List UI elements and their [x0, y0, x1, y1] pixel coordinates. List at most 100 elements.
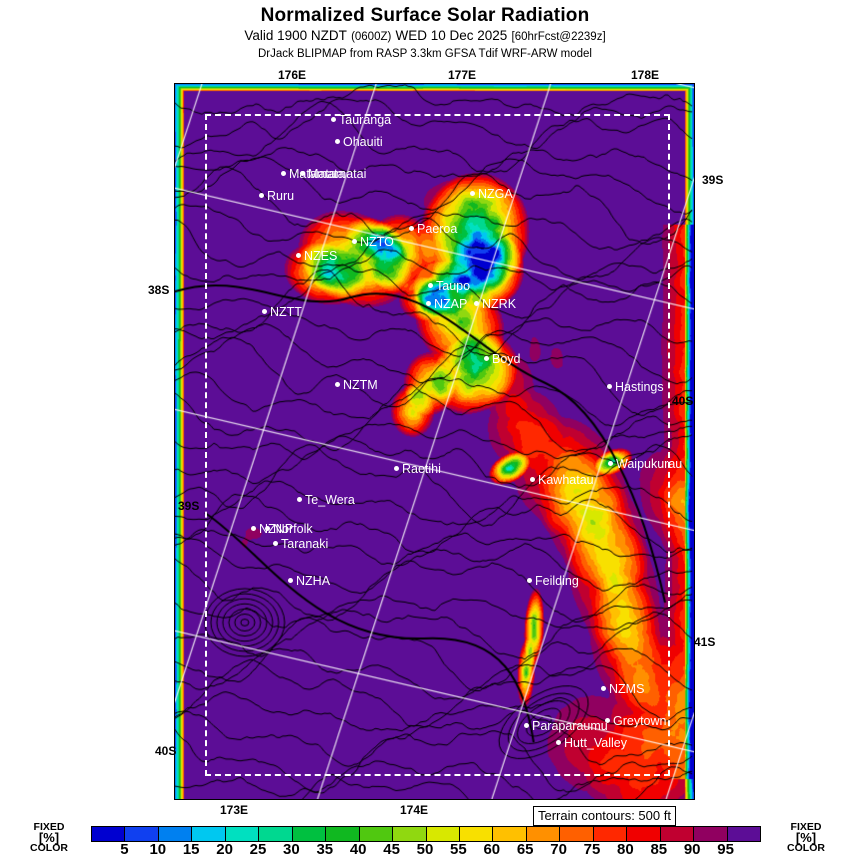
- axis-tick-lat-left-40S: 40S: [155, 744, 177, 758]
- city-marker-greytown: Greytown: [605, 713, 667, 729]
- city-label: Matamata: [289, 166, 345, 181]
- colorbar-tick-95: 95: [717, 841, 734, 858]
- city-label: NZRK: [482, 296, 517, 311]
- station-dot-icon: [259, 193, 264, 199]
- colorbar-legend: FIXED [%] COLOR 5 10 15 20 25 30 35 40 45 50 55 60 6…: [0, 820, 850, 860]
- colorbar-tick-30: 30: [283, 841, 300, 858]
- city-marker-norfolk: Norfolk: [265, 521, 313, 537]
- station-dot-icon: [474, 301, 479, 307]
- axis-tick-lon-bottom-174E: 174E: [400, 803, 429, 817]
- station-dot-icon: [335, 382, 340, 388]
- station-dot-icon: [352, 239, 357, 245]
- station-dot-icon: [335, 139, 340, 145]
- map-plot-area[interactable]: [174, 83, 695, 800]
- city-marker-kawhatau: Kawhatau: [530, 472, 594, 488]
- station-dot-icon: [426, 301, 431, 307]
- city-marker-nzms: NZMS: [601, 681, 644, 697]
- station-dot-icon: [484, 356, 489, 362]
- fixed-color-label-right: FIXED [%] COLOR: [775, 822, 837, 854]
- city-marker-nzap: NZAP: [426, 296, 467, 312]
- colorbar-swatch-0: [92, 827, 126, 841]
- colorbar-swatch-18: [694, 827, 728, 841]
- station-dot-icon: [281, 171, 286, 177]
- valid-time-prefix: Valid 1900 NZDT: [244, 28, 347, 43]
- axis-tick-lon-top-176E: 176E: [278, 68, 307, 82]
- city-marker-nznp: NZNP: [251, 521, 293, 537]
- colorbar-swatch-15: [593, 827, 628, 841]
- city-label: NZTM: [343, 377, 378, 392]
- axis-tick-lat-left-38S: 38S: [148, 283, 170, 297]
- station-dot-icon: [527, 578, 532, 584]
- station-dot-icon: [296, 253, 301, 259]
- fixed-label-line2: [%]: [795, 829, 817, 845]
- colorbar-swatch-17: [660, 827, 695, 841]
- colorbar-swatch-10: [426, 827, 460, 841]
- fixed-label-line3: COLOR: [787, 842, 825, 854]
- colorbar-tick-35: 35: [316, 841, 334, 858]
- colorbar-tick-40: 40: [349, 841, 367, 858]
- colorbar-swatch-12: [493, 827, 527, 841]
- colorbar-swatch-2: [158, 827, 193, 841]
- city-label: Paeroa: [417, 221, 458, 236]
- colorbar-swatch-9: [393, 827, 427, 841]
- model-description: DrJack BLIPMAP from RASP 3.3km GFSA Tdif…: [257, 48, 592, 60]
- station-dot-icon: [273, 541, 278, 547]
- colorbar-tick-20: 20: [216, 841, 233, 858]
- city-label: Ruru: [267, 188, 295, 203]
- colorbar-swatch-5: [259, 827, 293, 841]
- valid-time-line: Valid 1900 NZDT (0600Z) WED 10 Dec 2025 …: [0, 27, 850, 46]
- city-label: NZHA: [296, 573, 331, 588]
- city-label: Taupo: [436, 278, 471, 293]
- colorbar-tick-45: 45: [383, 841, 400, 858]
- city-marker-taranaki: Taranaki: [273, 536, 328, 552]
- colorbar-swatch-6: [292, 827, 327, 841]
- axis-tick-lat-right-39S: 39S: [702, 173, 724, 187]
- colorbar-tick-15: 15: [182, 841, 200, 858]
- axis-tick-lon-bottom-173E: 173E: [220, 803, 249, 817]
- city-marker-nzto: NZTO: [352, 234, 394, 250]
- colorbar-swatch-4: [225, 827, 260, 841]
- city-label: NZMS: [609, 681, 645, 696]
- city-label: NZTO: [360, 234, 394, 249]
- station-dot-icon: [331, 117, 336, 123]
- city-marker-raetihi: Raetihi: [394, 461, 441, 477]
- city-label: Norfolk: [273, 521, 313, 536]
- terrain-contour-note: Terrain contours: 500 ft: [533, 806, 676, 826]
- fixed-label-line2: [%]: [38, 829, 60, 845]
- city-marker-ohauiti: Ohauiti: [335, 134, 383, 150]
- city-marker-boyd: Boyd: [484, 351, 521, 367]
- title-block: Normalized Surface Solar Radiation Valid…: [0, 0, 850, 61]
- city-marker-hastings: Hastings: [607, 379, 664, 395]
- station-dot-icon: [524, 723, 529, 729]
- city-label: Tauranga: [339, 112, 392, 127]
- station-dot-icon: [297, 497, 302, 503]
- city-marker-feilding: Feilding: [527, 573, 579, 589]
- city-label: Greytown: [613, 713, 667, 728]
- city-label: Ohauiti: [343, 134, 383, 149]
- city-marker-matamatai: Matamatai: [300, 166, 366, 182]
- fixed-color-label-left: FIXED [%] COLOR: [18, 822, 80, 854]
- city-label: Taranaki: [281, 536, 329, 551]
- valid-date: WED 10 Dec 2025: [395, 28, 508, 43]
- colorbar-tick-90: 90: [683, 841, 701, 858]
- solar-radiation-heatmap: [175, 84, 694, 799]
- colorbar-tick-50: 50: [416, 841, 434, 858]
- colorbar-tick-labels: 5 10 15 20 25 30 35 40 45 50 55 60 65 70 75 80 85 90 95: [91, 841, 759, 859]
- station-dot-icon: [262, 309, 267, 315]
- colorbar-tick-55: 55: [450, 841, 467, 858]
- city-marker-paraparaumu: Paraparaumu: [524, 718, 608, 734]
- colorbar-swatch-13: [526, 827, 561, 841]
- colorbar-tick-75: 75: [583, 841, 601, 858]
- city-label: Paraparaumu: [532, 718, 608, 733]
- colorbar-tick-70: 70: [550, 841, 567, 858]
- forecast-tag: [60hrFcst@2239z]: [511, 31, 606, 43]
- city-label: Feilding: [535, 573, 579, 588]
- city-marker-hutt_valley: Hutt_Valley: [556, 735, 627, 751]
- fixed-label-line3: COLOR: [30, 842, 68, 854]
- city-label: Boyd: [492, 351, 521, 366]
- city-label: Hutt_Valley: [564, 735, 627, 750]
- city-label: Kawhatau: [538, 472, 594, 487]
- axis-tick-lon-top-178E: 178E: [631, 68, 660, 82]
- city-marker-nzrk: NZRK: [474, 296, 516, 312]
- city-label: Te_Wera: [305, 492, 355, 507]
